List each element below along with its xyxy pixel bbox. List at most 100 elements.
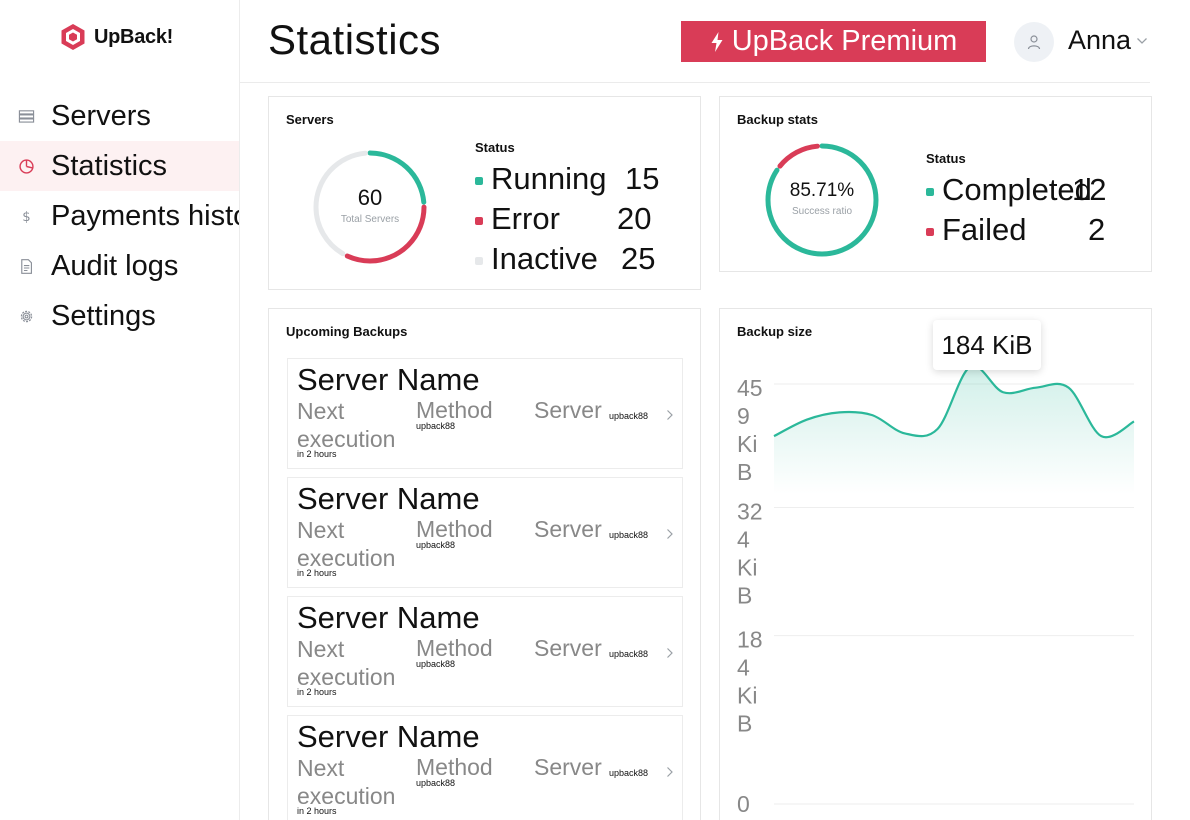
backup-server-name: Server Name bbox=[297, 481, 480, 516]
success-ratio-donut-chart: 85.71% Success ratio bbox=[764, 142, 880, 258]
status-label-failed: Failed bbox=[942, 212, 1027, 247]
sidebar: UpBack! Servers Statistics $ Payments hi… bbox=[0, 0, 240, 820]
next-execution-value: in 2 hours bbox=[297, 449, 337, 459]
method-label: Method bbox=[416, 516, 493, 542]
servers-donut-chart: 60 Total Servers bbox=[311, 148, 429, 266]
backup-stats-title: Backup stats bbox=[737, 112, 818, 127]
status-row-running: Running 15 bbox=[475, 161, 685, 201]
sidebar-item-label: Settings bbox=[51, 299, 156, 332]
status-count-failed: 2 bbox=[1088, 212, 1106, 247]
sidebar-item-payments-history[interactable]: $ Payments history bbox=[0, 191, 239, 241]
servers-donut-svg bbox=[313, 150, 427, 264]
servers-card-title: Servers bbox=[286, 112, 334, 127]
server-value: upback88 bbox=[609, 649, 649, 659]
backup-stats-card: Backup stats 85.71% Success ratio Status… bbox=[719, 96, 1152, 272]
backup-status-title: Status bbox=[926, 151, 966, 166]
server-label: Server bbox=[534, 754, 602, 780]
next-execution-value: in 2 hours bbox=[297, 568, 337, 578]
success-ratio-donut-svg bbox=[765, 143, 879, 257]
status-row-error: Error 20 bbox=[475, 201, 685, 241]
backup-server-name: Server Name bbox=[297, 600, 480, 635]
server-label: Server bbox=[534, 635, 602, 661]
next-execution-value: in 2 hours bbox=[297, 687, 337, 697]
upcoming-backup-item[interactable]: Server Name Next execution in 2 hours Me… bbox=[287, 477, 683, 588]
premium-button-label: UpBack Premium bbox=[731, 25, 958, 57]
status-dot-failed bbox=[926, 228, 934, 236]
status-dot-completed bbox=[926, 188, 934, 196]
status-row-completed: Completed 12 bbox=[926, 172, 1116, 212]
backup-size-title: Backup size bbox=[737, 324, 813, 339]
sidebar-item-settings[interactable]: Settings bbox=[0, 291, 239, 341]
servers-donut-segment-running bbox=[313, 150, 427, 264]
servers-donut-segment-inactive bbox=[313, 150, 427, 264]
backup-size-card: Backup size 0 18 4 Ki B 32 4 Ki B 45 9 Ki B 184 KiB bbox=[719, 308, 1152, 820]
servers-total-value: 60 bbox=[357, 185, 383, 210]
backup-server-name: Server Name bbox=[297, 362, 480, 397]
method-label: Method bbox=[416, 754, 493, 780]
user-name[interactable]: Anna bbox=[1068, 25, 1132, 55]
sidebar-nav: Servers Statistics $ Payments history Au… bbox=[0, 91, 239, 341]
sidebar-item-servers[interactable]: Servers bbox=[0, 91, 239, 141]
sidebar-item-audit-logs[interactable]: Audit logs bbox=[0, 241, 239, 291]
server-label: Server bbox=[534, 516, 602, 542]
y-tick-label: 32 4 Ki B bbox=[737, 499, 763, 609]
sidebar-item-label: Audit logs bbox=[51, 249, 179, 282]
status-count-completed: 12 bbox=[1072, 172, 1107, 207]
gear-icon bbox=[16, 306, 36, 326]
method-value: upback88 bbox=[416, 659, 456, 669]
chevron-right-icon[interactable] bbox=[666, 647, 674, 659]
status-count-inactive: 25 bbox=[621, 241, 656, 276]
backup-server-name: Server Name bbox=[297, 719, 480, 754]
server-value: upback88 bbox=[609, 411, 649, 421]
sidebar-item-statistics[interactable]: Statistics bbox=[0, 141, 239, 191]
next-execution-label: Next execution bbox=[297, 755, 396, 809]
pie-chart-icon bbox=[16, 156, 36, 176]
method-value: upback88 bbox=[416, 540, 456, 550]
lightning-icon bbox=[711, 31, 723, 52]
upcoming-backup-item[interactable]: Server Name Next execution in 2 hours Me… bbox=[287, 715, 683, 820]
method-value: upback88 bbox=[416, 778, 456, 788]
upcoming-backup-item[interactable]: Server Name Next execution in 2 hours Me… bbox=[287, 596, 683, 707]
sidebar-item-label: Servers bbox=[51, 99, 151, 132]
ratio-donut-segment-completed bbox=[765, 143, 879, 257]
upcoming-backup-item[interactable]: Server Name Next execution in 2 hours Me… bbox=[287, 358, 683, 469]
servers-status-title: Status bbox=[475, 140, 515, 155]
y-tick-label: 0 bbox=[737, 791, 750, 817]
app-name: UpBack! bbox=[94, 25, 174, 48]
header-divider bbox=[240, 82, 1150, 83]
status-label-running: Running bbox=[491, 161, 607, 196]
chevron-right-icon[interactable] bbox=[666, 766, 674, 778]
status-label-completed: Completed bbox=[942, 172, 1092, 207]
chevron-right-icon[interactable] bbox=[666, 409, 674, 421]
user-icon bbox=[1027, 35, 1041, 50]
avatar[interactable] bbox=[1014, 22, 1054, 62]
method-value: upback88 bbox=[416, 421, 456, 431]
chart-area-fill bbox=[774, 365, 1134, 494]
upback-logo-icon bbox=[61, 24, 85, 50]
status-dot-running bbox=[475, 177, 483, 185]
servers-icon bbox=[16, 106, 36, 126]
chart-tooltip: 184 KiB bbox=[933, 320, 1041, 370]
upcoming-backups-title: Upcoming Backups bbox=[286, 324, 408, 339]
next-execution-label: Next execution bbox=[297, 636, 396, 690]
server-value: upback88 bbox=[609, 530, 649, 540]
status-label-error: Error bbox=[491, 201, 560, 236]
y-tick-label: 18 4 Ki B bbox=[737, 627, 763, 737]
method-label: Method bbox=[416, 635, 493, 661]
app-logo[interactable]: UpBack! bbox=[58, 22, 173, 52]
status-label-inactive: Inactive bbox=[491, 241, 598, 276]
page-title: Statistics bbox=[268, 16, 442, 63]
chevron-down-icon[interactable] bbox=[1136, 36, 1148, 46]
server-value: upback88 bbox=[609, 768, 649, 778]
chevron-right-icon[interactable] bbox=[666, 528, 674, 540]
chart-series-line bbox=[773, 364, 1135, 439]
status-row-failed: Failed 2 bbox=[926, 212, 1116, 252]
status-count-error: 20 bbox=[617, 201, 652, 236]
server-label: Server bbox=[534, 397, 602, 423]
status-row-inactive: Inactive 25 bbox=[475, 241, 685, 281]
svg-text:$: $ bbox=[22, 210, 30, 225]
next-execution-label: Next execution bbox=[297, 398, 396, 452]
backup-size-chart: 0 18 4 Ki B 32 4 Ki B 45 9 Ki B bbox=[737, 364, 1135, 817]
document-icon bbox=[16, 256, 36, 276]
upback-premium-button[interactable]: UpBack Premium bbox=[681, 21, 986, 62]
